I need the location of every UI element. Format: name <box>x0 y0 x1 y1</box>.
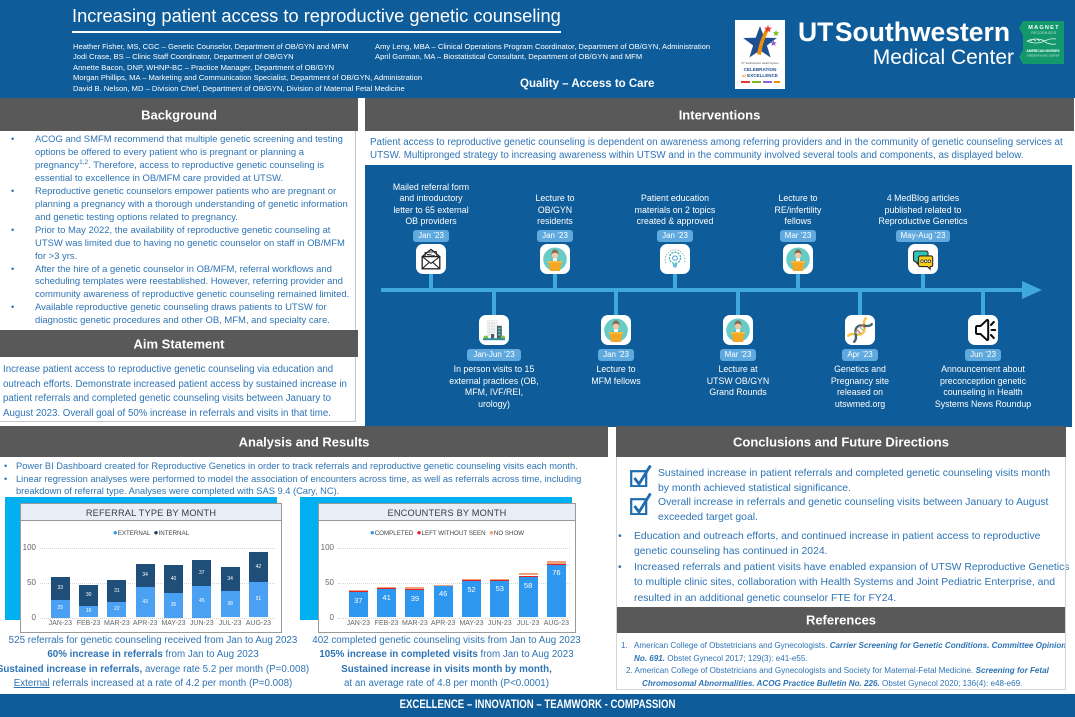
svg-text:UT Southwestern Health System: UT Southwestern Health System <box>741 61 779 65</box>
svg-text:CREDENTIALING CENTER: CREDENTIALING CENTER <box>1027 54 1060 58</box>
svg-text:of EXCELLENCE: of EXCELLENCE <box>742 73 778 78</box>
svg-text:RECOGNIZED: RECOGNIZED <box>1031 31 1057 35</box>
svg-text:MAGNET: MAGNET <box>1028 25 1059 31</box>
svg-text:CELEBRATION: CELEBRATION <box>744 67 778 72</box>
svg-text:AMERICAN NURSES: AMERICAN NURSES <box>1026 49 1060 53</box>
